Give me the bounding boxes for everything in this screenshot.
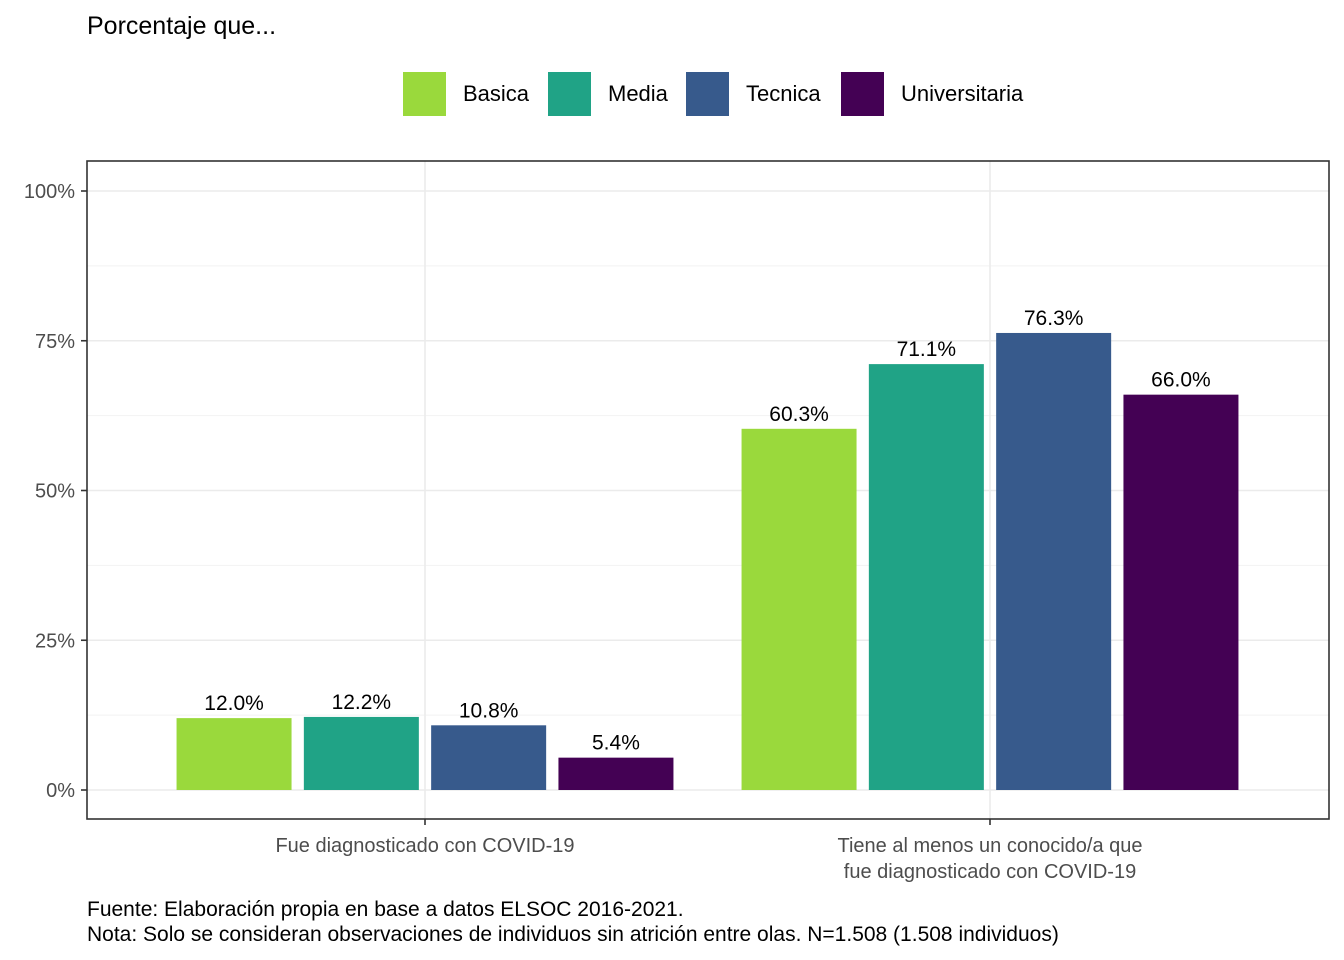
legend-key bbox=[403, 72, 446, 116]
y-tick-label: 25% bbox=[35, 630, 75, 652]
legend-item: Basica bbox=[403, 72, 529, 116]
bar-value-label: 12.0% bbox=[204, 692, 264, 715]
bar bbox=[431, 725, 547, 790]
legend-key bbox=[841, 72, 884, 116]
y-tick-label: 50% bbox=[35, 481, 75, 503]
legend-label: Universitaria bbox=[901, 81, 1024, 106]
legend-label: Basica bbox=[463, 81, 530, 106]
bar bbox=[558, 757, 674, 790]
bar bbox=[996, 332, 1112, 790]
y-tick-label: 0% bbox=[46, 780, 75, 802]
chart-title: Porcentaje que... bbox=[87, 12, 277, 40]
bar-value-label: 60.3% bbox=[769, 403, 829, 426]
bar bbox=[868, 364, 984, 790]
y-tick-label: 100% bbox=[24, 181, 75, 203]
caption-note: Nota: Solo se consideran observaciones d… bbox=[87, 923, 1059, 946]
bar-value-label: 5.4% bbox=[592, 732, 640, 755]
legend-item: Tecnica bbox=[686, 72, 821, 116]
legend: Basica Media Tecnica Universitaria bbox=[0, 72, 1344, 118]
legend-item: Universitaria bbox=[841, 72, 1023, 116]
bar bbox=[303, 716, 419, 790]
bar-value-label: 12.2% bbox=[332, 691, 392, 714]
x-tick-label: Fue diagnosticado con COVID-19 bbox=[275, 835, 574, 857]
legend-label: Media bbox=[608, 81, 668, 106]
legend-key bbox=[686, 72, 729, 116]
bar-value-label: 66.0% bbox=[1151, 369, 1211, 392]
caption-source: Fuente: Elaboración propia en base a dat… bbox=[87, 898, 684, 921]
legend-key bbox=[548, 72, 591, 116]
bar bbox=[176, 718, 292, 790]
legend-label: Tecnica bbox=[746, 81, 821, 106]
bar-value-label: 71.1% bbox=[897, 338, 957, 361]
x-tick-label: fue diagnosticado con COVID-19 bbox=[844, 861, 1136, 883]
bar bbox=[741, 428, 857, 790]
caption: Fuente: Elaboración propia en base a dat… bbox=[87, 897, 1059, 947]
x-tick-label: Tiene al menos un conocido/a que bbox=[837, 835, 1142, 857]
y-tick-label: 75% bbox=[35, 331, 75, 353]
bar-value-label: 10.8% bbox=[459, 699, 519, 722]
legend-item: Media bbox=[548, 72, 668, 116]
bar bbox=[1123, 394, 1239, 790]
bar-value-label: 76.3% bbox=[1024, 307, 1084, 330]
